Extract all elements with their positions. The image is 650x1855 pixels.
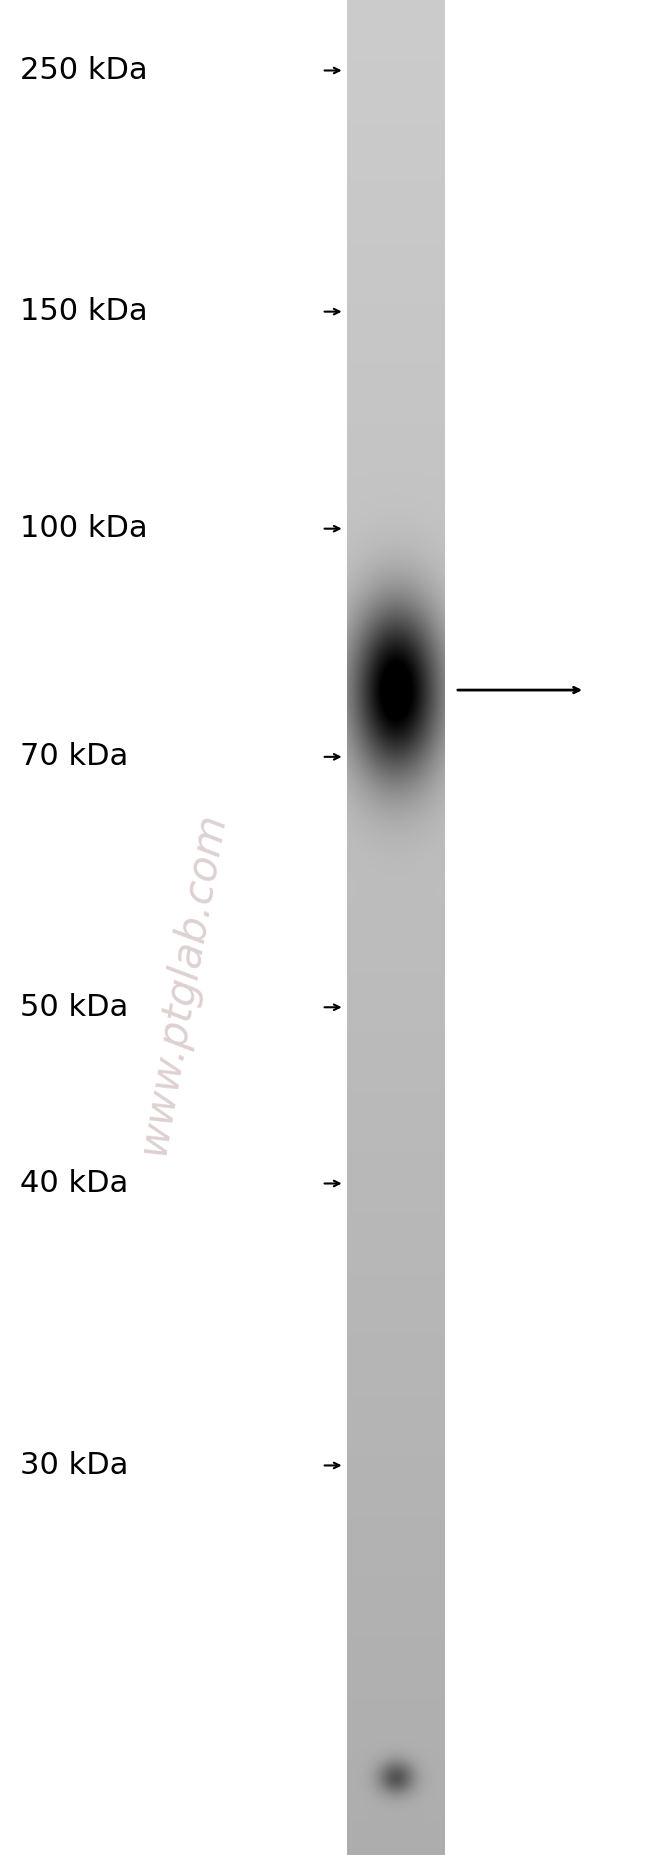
Text: 50 kDa: 50 kDa [20,992,128,1022]
Text: 30 kDa: 30 kDa [20,1451,128,1480]
Text: 100 kDa: 100 kDa [20,514,147,544]
Text: 70 kDa: 70 kDa [20,742,128,772]
Text: 40 kDa: 40 kDa [20,1169,128,1198]
Text: 150 kDa: 150 kDa [20,297,147,326]
Text: www.ptglab.com: www.ptglab.com [131,809,233,1158]
Text: 250 kDa: 250 kDa [20,56,147,85]
